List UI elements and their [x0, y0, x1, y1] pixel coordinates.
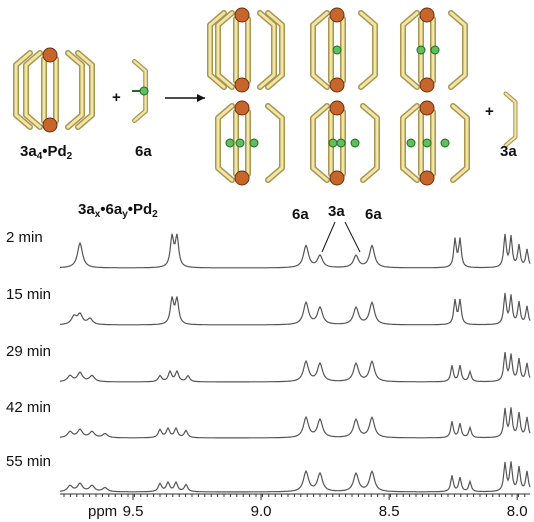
annotation: 6a	[365, 206, 382, 223]
time-label: 2 min	[6, 229, 43, 246]
figure: + + 3a4•Pd2 6a 3a 3ax•6ay•Pd2 6a 3a 6a p…	[0, 0, 534, 522]
axis-unit: ppm	[88, 503, 117, 520]
spectra: 3ax•6ay•Pd2 6a 3a 6a ppm 9.5 9.0 8.5 8.0 2 m…	[6, 201, 530, 520]
spectrum-trace	[60, 407, 530, 438]
x-tick-label: 8.5	[379, 503, 400, 520]
x-tick-label: 9.5	[123, 503, 144, 520]
spectrum-trace	[60, 461, 530, 492]
time-label: 15 min	[6, 286, 51, 303]
x-tick-label: 9.0	[251, 503, 272, 520]
time-label: 55 min	[6, 453, 51, 470]
spectrum-trace	[60, 293, 530, 325]
annotation: 6a	[292, 206, 309, 223]
product-label: 3a	[500, 143, 517, 160]
schematic: + + 3a4•Pd2 6a 3a	[16, 8, 517, 185]
spectra-title: 3ax•6ay•Pd2	[78, 201, 158, 220]
x-tick-label: 8.0	[507, 503, 528, 520]
reactant-label: 3a4•Pd2	[20, 143, 73, 162]
time-label: 42 min	[6, 399, 51, 416]
annotation: 3a	[328, 203, 345, 220]
time-label: 29 min	[6, 343, 51, 360]
spectrum-trace	[60, 352, 530, 382]
plus: +	[112, 89, 121, 106]
ligand-label: 6a	[135, 143, 152, 160]
plus: +	[485, 103, 494, 120]
spectrum-trace	[60, 234, 530, 268]
